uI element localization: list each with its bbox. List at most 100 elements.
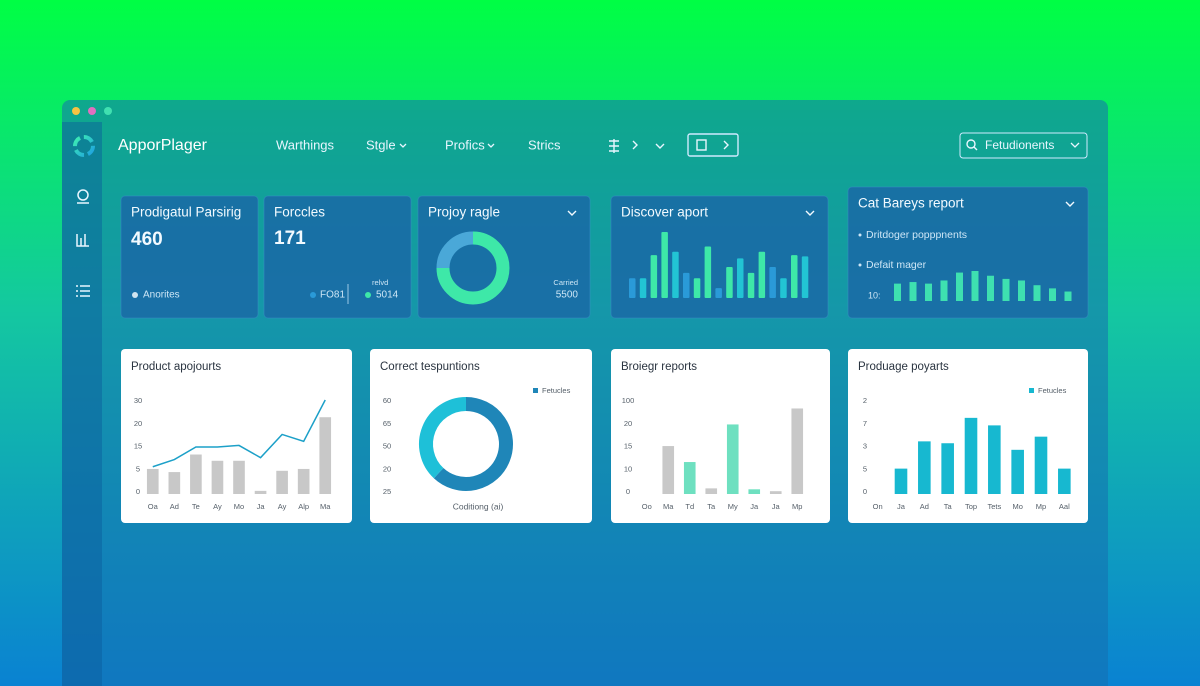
bar [297, 468, 310, 494]
legend-swatch [533, 388, 538, 393]
bar [319, 417, 332, 494]
card-note: Carried [553, 278, 578, 287]
legend-label: Anorites [143, 290, 180, 301]
nav-item[interactable]: Profics [445, 137, 485, 152]
search-box[interactable] [959, 132, 1088, 159]
x-tick-label: Ja [772, 502, 781, 511]
x-tick-label: Aal [1059, 502, 1070, 511]
x-tick-label: Oo [642, 502, 652, 511]
bar [909, 282, 917, 301]
x-tick-label: Ma [320, 502, 331, 511]
y-tick-label: 0 [626, 487, 630, 496]
y-tick-label: 30 [134, 396, 142, 405]
bullet [858, 233, 862, 237]
bar [964, 417, 978, 494]
donut-segment [433, 397, 513, 491]
nav-item[interactable]: Strics [528, 137, 561, 152]
legend-dot [365, 292, 371, 298]
card-title: Forccles [274, 205, 325, 220]
bar [941, 443, 954, 494]
card-title: Produage poyarts [858, 361, 949, 373]
x-tick-label: Ay [213, 502, 222, 511]
y-tick-label: 65 [383, 419, 391, 428]
search-icon [966, 139, 976, 149]
bar [1064, 291, 1072, 301]
legend-dot [310, 292, 316, 298]
x-tick-label: Ja [897, 502, 906, 511]
legend-label: Fetucles [542, 386, 571, 395]
chevron [399, 143, 407, 148]
bar [940, 280, 948, 301]
x-tick-label: Mo [1012, 502, 1022, 511]
chevron[interactable] [1065, 201, 1075, 207]
y-tick-label: 5 [136, 464, 140, 473]
nav-item[interactable]: Stgle [366, 137, 396, 152]
donut-segment [436, 231, 474, 269]
bar [780, 278, 787, 298]
y-tick-label: 0 [136, 487, 140, 496]
search-text[interactable]: Fetudionents [985, 138, 1054, 152]
bar [683, 462, 696, 494]
window-dot [72, 107, 80, 115]
card-title: Projoy ragle [428, 205, 500, 220]
card-value: 460 [131, 229, 163, 250]
chevron [487, 143, 495, 148]
bar [1058, 468, 1071, 494]
card-title: Prodigatul Parsirig [131, 205, 241, 220]
x-tick-label: Ma [663, 502, 674, 511]
bar [1002, 278, 1010, 301]
bullet-text: Dritdoger popppnents [866, 229, 967, 241]
card-value: 171 [274, 228, 306, 249]
window-dot [88, 107, 96, 115]
x-tick-label: Mo [234, 502, 244, 511]
card-title: Discover aport [621, 205, 708, 220]
line [152, 399, 326, 468]
stat-card [263, 195, 412, 319]
bar [683, 272, 690, 298]
bar [956, 272, 963, 301]
x-tick-label: Ja [257, 502, 266, 511]
logo [73, 135, 95, 157]
window-dot [104, 107, 112, 115]
y-tick-label: 3 [863, 442, 867, 451]
sidebar-icons[interactable] [76, 189, 90, 297]
card-title: Cat Bareys report [858, 196, 964, 211]
bar [894, 468, 908, 494]
axis-label: 10: [868, 290, 881, 300]
bar [758, 251, 766, 298]
stat-card [120, 195, 259, 319]
bar [894, 283, 901, 301]
x-tick-label: Ta [944, 502, 953, 511]
bar [925, 283, 932, 301]
sidebar [62, 122, 102, 686]
bar [971, 271, 979, 301]
bar [661, 232, 668, 298]
chevron[interactable] [567, 210, 577, 216]
y-tick-label: 20 [134, 419, 142, 428]
bar [672, 251, 679, 298]
x-tick-label: Mp [1036, 502, 1046, 511]
chevron[interactable] [805, 210, 815, 216]
x-tick-label: Tets [987, 502, 1001, 511]
bar [146, 468, 159, 494]
bar [748, 489, 761, 494]
y-tick-label: 50 [383, 442, 391, 451]
bar [769, 491, 782, 494]
x-tick-label: On [873, 502, 883, 511]
bar [988, 425, 1001, 494]
chart-card [121, 349, 352, 523]
bullet-text: Defait mager [866, 259, 927, 271]
bar [190, 454, 202, 494]
card-title: Correct tespuntions [380, 361, 480, 373]
y-tick-label: 2 [863, 396, 867, 405]
cards: Prodigatul Parsirig 460 Anorites Forccles 17… [120, 186, 1089, 523]
bar [276, 470, 288, 494]
nav-item[interactable]: Warthings [276, 137, 335, 152]
x-tick-label: Ta [707, 502, 716, 511]
card-item: FO81 [320, 290, 345, 301]
bar [693, 278, 701, 298]
toolbar-icons[interactable] [609, 133, 739, 157]
x-tick-label: Top [965, 502, 977, 511]
